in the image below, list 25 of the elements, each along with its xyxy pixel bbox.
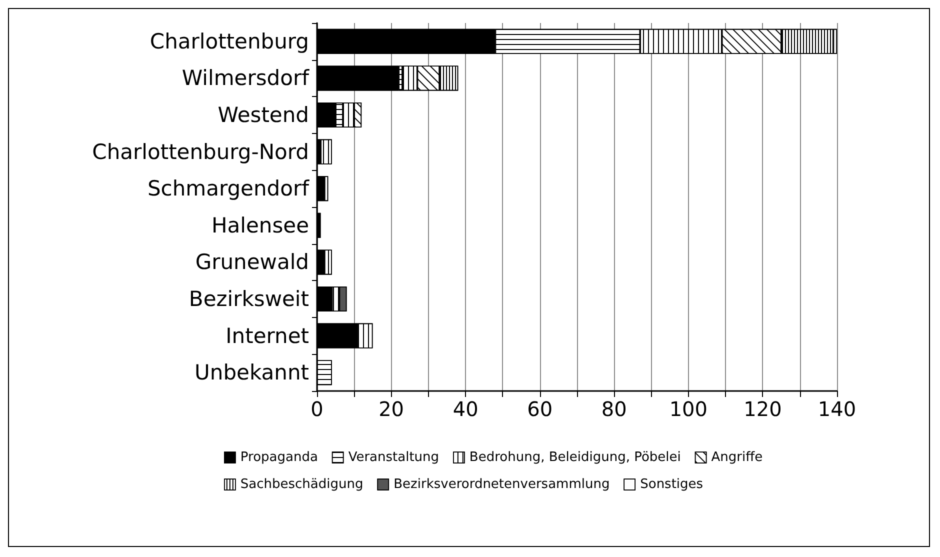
y-tick-label: Wilmersdorf <box>182 66 310 90</box>
y-tick-label: Halensee <box>211 213 309 238</box>
x-tick-label: 60 <box>527 397 553 421</box>
x-tick-label: 80 <box>601 397 627 421</box>
y-tick-label: Internet <box>226 324 309 348</box>
legend-label: Veranstaltung <box>348 450 440 465</box>
y-tick-label: Bezirksweit <box>188 287 309 311</box>
legend-label: Sonstiges <box>640 477 704 492</box>
y-tick-label: Charlottenburg <box>150 29 309 54</box>
legend-label: Sachbeschädigung <box>240 477 364 492</box>
y-tick-label: Schmargendorf <box>147 176 310 201</box>
legend-label: Propaganda <box>240 450 318 465</box>
x-tick-label: 100 <box>669 397 708 421</box>
x-tick-label: 120 <box>744 397 782 421</box>
legend-label: Bedrohung, Beleidigung, Pöbelei <box>469 450 681 465</box>
x-tick-label: 40 <box>452 397 478 421</box>
y-tick-label: Westend <box>218 103 309 127</box>
y-tick-label: Unbekannt <box>194 360 309 385</box>
x-tick-label: 20 <box>378 397 404 421</box>
y-tick-label: Charlottenburg-Nord <box>92 140 309 164</box>
y-tick-label: Grunewald <box>195 250 309 274</box>
legend-label: Bezirksverordnetenversammlung <box>394 477 610 492</box>
x-tick-label: 140 <box>818 397 856 421</box>
legend-label: Angriffe <box>711 450 763 465</box>
x-tick-label: 0 <box>310 397 324 421</box>
